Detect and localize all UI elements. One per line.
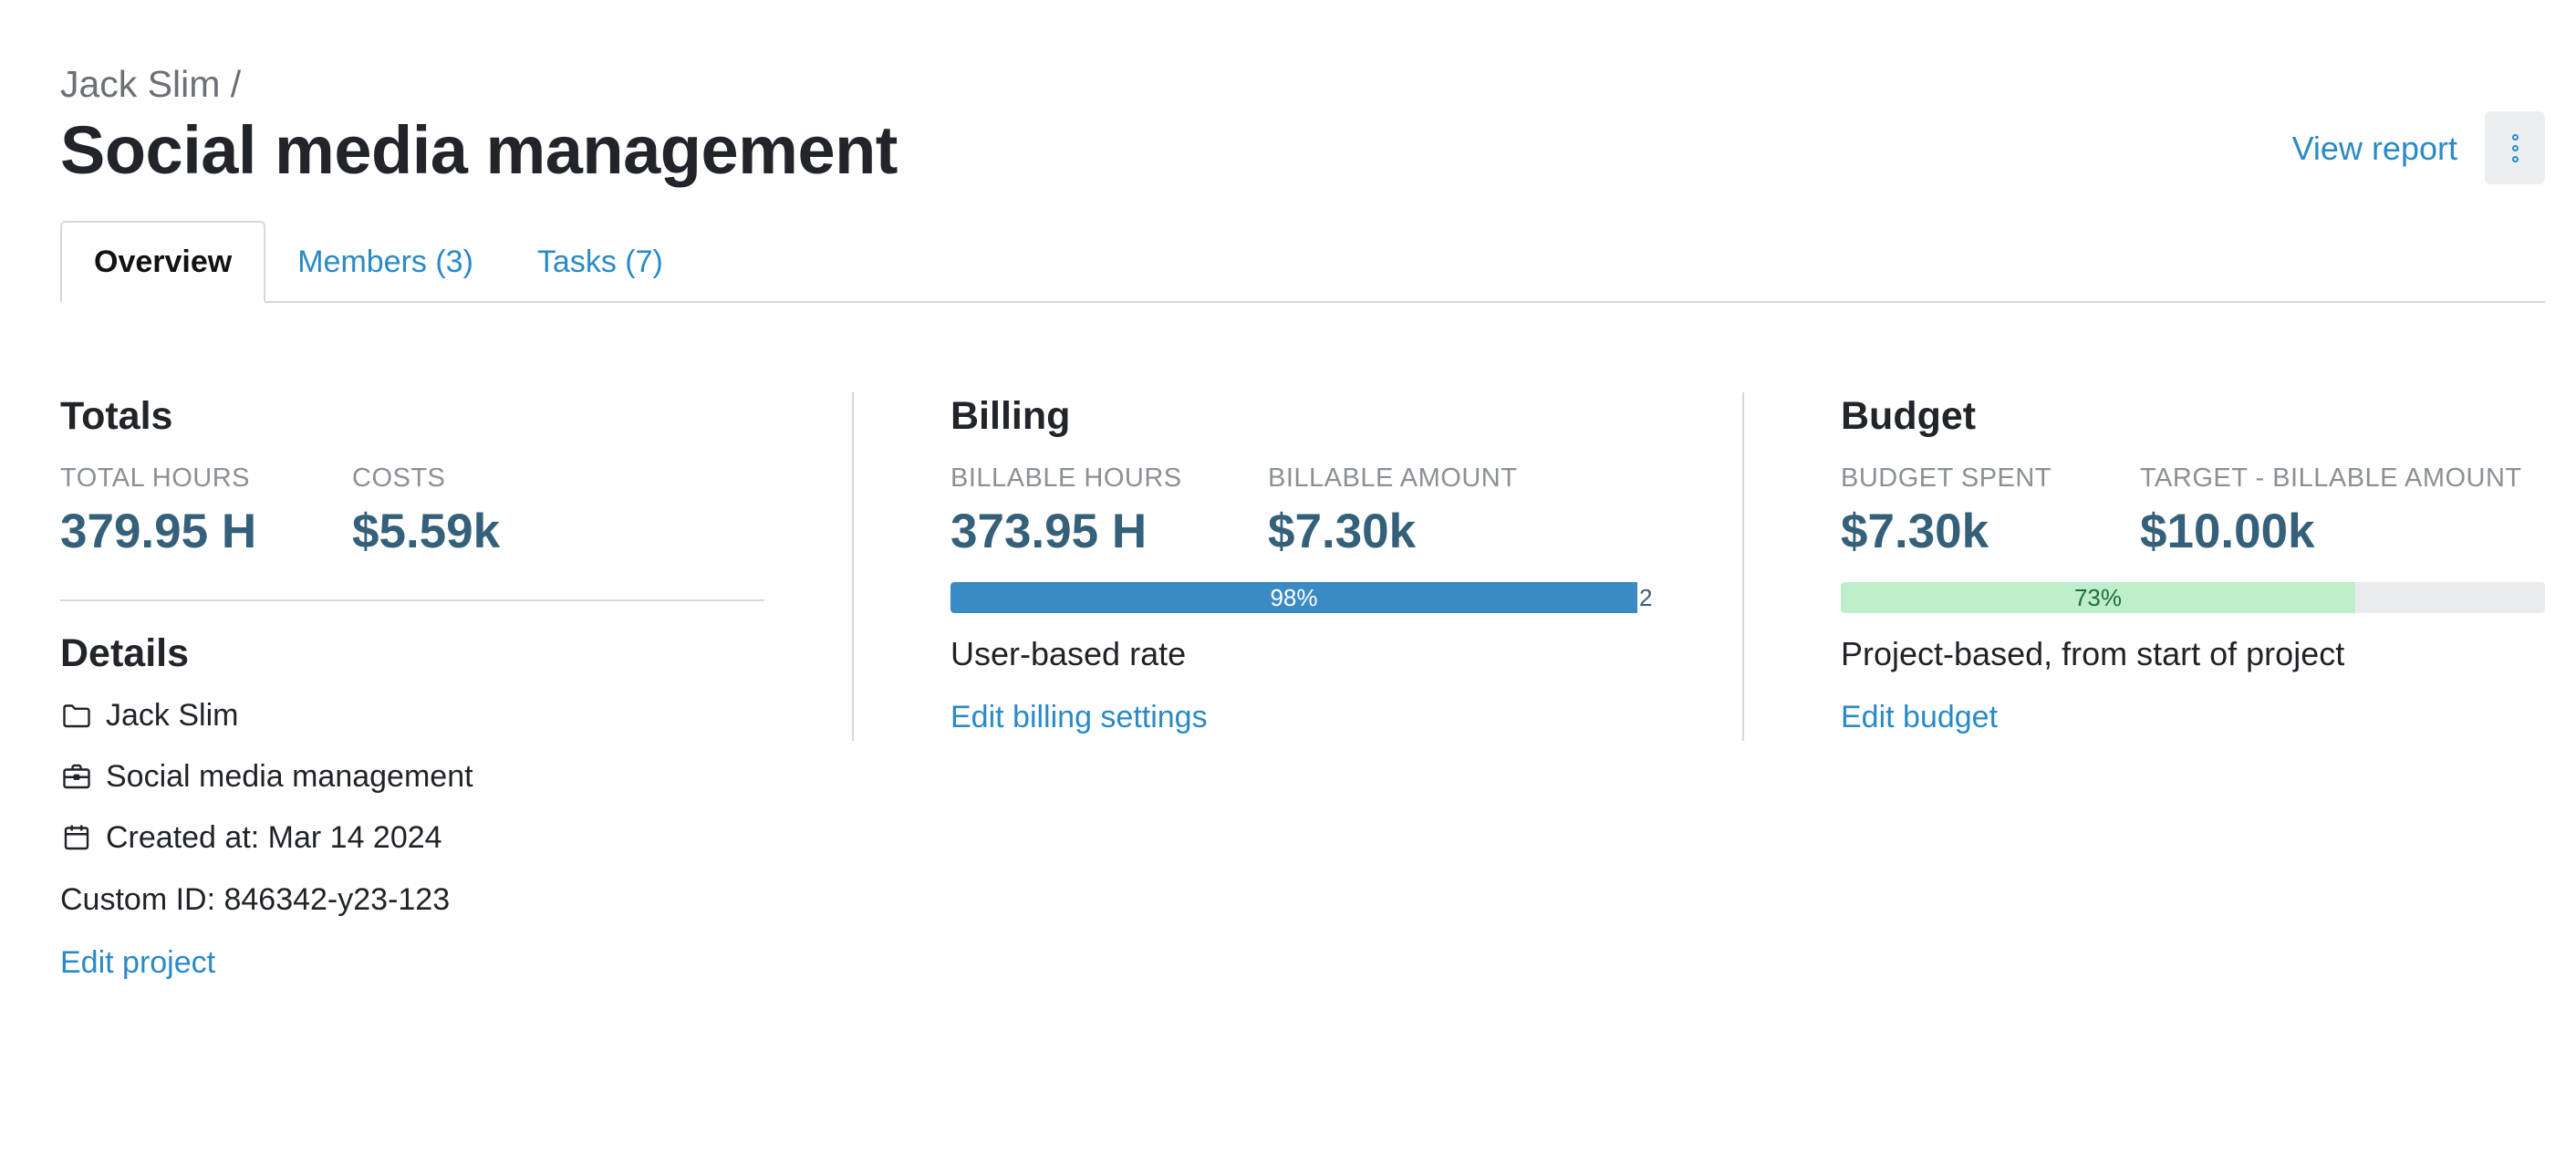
billing-progress-fill: 98% [950,582,1637,613]
detail-custom-id-text: Custom ID: 846342-y23-123 [60,882,451,917]
totals-divider [60,599,764,601]
edit-billing-settings-link[interactable]: Edit billing settings [950,700,1208,734]
billable-hours-stat: BILLABLE HOURS 373.95 H [950,462,1182,562]
budget-target-stat: TARGET - BILLABLE AMOUNT $10.00k [2140,462,2522,562]
page-title: Social media management [60,112,898,188]
detail-project: Social media management [60,756,473,796]
billable-hours-label: BILLABLE HOURS [950,463,1182,493]
detail-created-text: Created at: Mar 14 2024 [106,820,442,855]
billing-title: Billing [950,394,1071,438]
costs-stat: COSTS $5.59k [352,462,500,562]
calendar-icon [64,825,89,850]
billing-rate-text: User-based rate [950,635,1187,672]
budget-spent-label: BUDGET SPENT [1841,463,2052,493]
details-title: Details [60,631,190,675]
edit-budget-link[interactable]: Edit budget [1841,700,1999,734]
costs-label: COSTS [352,463,446,493]
billing-progress-remainder: 2 [1639,584,1653,611]
budget-target-label: TARGET - BILLABLE AMOUNT [2140,463,2522,493]
totals-title: Totals [60,394,173,438]
vertical-dots-icon [2511,133,2519,162]
costs-value: $5.59k [352,505,501,558]
tab-tasks[interactable]: Tasks (7) [536,244,663,279]
edit-project-link[interactable]: Edit project [60,945,216,980]
total-hours-stat: TOTAL HOURS 379.95 H [60,462,256,562]
billable-amount-value: $7.30k [1268,505,1417,558]
tab-overview[interactable]: Overview [60,221,266,303]
budget-type-text: Project-based, from start of project [1841,635,2345,672]
column-divider [852,392,854,741]
column-divider [1742,392,1744,741]
budget-progress-track: 73% [1841,582,2545,613]
budget-progress-bar: 73% [1841,582,2545,613]
view-report-link[interactable]: View report [2291,130,2457,167]
total-hours-value: 379.95 H [60,505,257,558]
budget-spent-value: $7.30k [1841,505,1989,558]
briefcase-icon [63,764,90,789]
project-overview-page: Jack Slim / Social media management View… [60,0,2545,1166]
billable-amount-label: BILLABLE AMOUNT [1268,463,1518,493]
billing-progress-track: 98% [950,582,1651,613]
tab-members[interactable]: Members (3) [297,244,473,279]
total-hours-label: TOTAL HOURS [60,463,250,493]
more-options-button[interactable] [2485,111,2545,184]
breadcrumb[interactable]: Jack Slim / [60,63,242,105]
detail-client: Jack Slim [60,695,238,735]
billable-amount-stat: BILLABLE AMOUNT $7.30k [1268,462,1517,562]
budget-title: Budget [1841,394,1977,438]
folder-icon [63,704,90,728]
detail-project-text: Social media management [106,759,473,794]
detail-client-text: Jack Slim [106,698,239,733]
budget-progress-fill: 73% [1841,582,2355,613]
billable-hours-value: 373.95 H [950,505,1148,558]
detail-created: Created at: Mar 14 2024 [60,817,442,858]
tab-bar: Overview Members (3) Tasks (7) [60,221,2545,303]
detail-custom-id: Custom ID: 846342-y23-123 [60,880,450,920]
budget-target-value: $10.00k [2140,505,2315,558]
budget-spent-stat: BUDGET SPENT $7.30k [1841,462,2051,562]
billing-progress-bar: 98% 2 [950,582,1655,613]
